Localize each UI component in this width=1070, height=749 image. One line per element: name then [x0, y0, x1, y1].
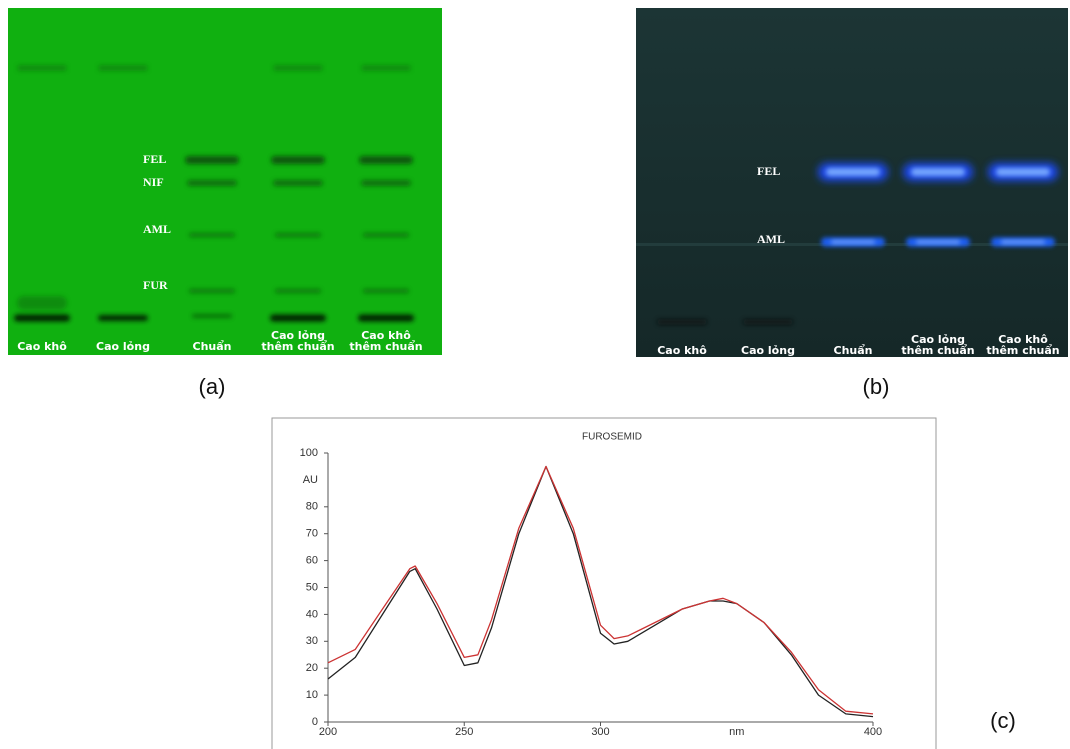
spot: [359, 156, 413, 164]
chart-frame: [271, 417, 937, 749]
band-label: AML: [143, 222, 171, 236]
spot: [270, 314, 326, 322]
spot: [273, 65, 323, 71]
spot: [14, 314, 70, 322]
lane-label: Cao khô: [998, 333, 1048, 346]
spot: [657, 319, 707, 325]
lane-label: Cao khô: [17, 340, 67, 353]
y-tick-label: 40: [306, 608, 318, 620]
spot: [17, 65, 67, 71]
y-tick-label: 60: [306, 555, 318, 567]
spot: [98, 65, 148, 71]
plate-b: [636, 8, 1068, 357]
lane-label: thêm chuẩn: [349, 340, 422, 353]
lane-label: Chuẩn: [193, 340, 232, 353]
spot: [743, 319, 793, 325]
spot: [189, 289, 235, 293]
x-axis-label: nm: [729, 726, 744, 738]
spot: [361, 180, 411, 186]
spot: [273, 180, 323, 186]
x-tick-label: 400: [864, 726, 882, 738]
spot: [271, 156, 325, 164]
lane-label: Chuẩn: [834, 344, 873, 357]
lane-label: Cao lỏng: [96, 340, 150, 353]
lane-label: Cao lỏng: [741, 344, 795, 357]
panel-label: (b): [863, 374, 890, 399]
spot: [189, 233, 235, 237]
x-tick-label: 200: [319, 726, 337, 738]
spot: [187, 180, 237, 186]
spot: [831, 240, 875, 244]
lane-label: Cao khô: [657, 344, 707, 357]
spot: [98, 315, 148, 321]
y-tick-label: 80: [306, 501, 318, 513]
lane-label: Cao lỏng: [911, 333, 965, 346]
band-label: FEL: [757, 164, 780, 178]
y-axis-label: AU: [303, 474, 318, 486]
spot: [185, 156, 239, 164]
y-tick-label: 100: [300, 447, 318, 459]
band-label: AML: [757, 232, 785, 246]
band-label: FEL: [143, 152, 166, 166]
spot: [358, 314, 414, 322]
spot: [192, 314, 232, 318]
lane-label: Cao khô: [361, 329, 411, 342]
spot: [363, 289, 409, 293]
spot: [826, 168, 880, 176]
spot: [996, 168, 1050, 176]
lane-label: thêm chuẩn: [901, 344, 974, 357]
spot: [911, 168, 965, 176]
x-tick-label: 300: [591, 726, 609, 738]
band-label: NIF: [143, 175, 164, 189]
band-label: FUR: [143, 278, 168, 292]
spot: [275, 233, 321, 237]
y-tick-label: 50: [306, 581, 318, 593]
lane-label: Cao lỏng: [271, 329, 325, 342]
spot: [916, 240, 960, 244]
y-tick-label: 30: [306, 635, 318, 647]
panel-label: (a): [199, 374, 226, 399]
y-tick-label: 10: [306, 689, 318, 701]
y-tick-label: 70: [306, 528, 318, 540]
spot: [1001, 240, 1045, 244]
y-tick-label: 0: [312, 716, 318, 728]
spot: [17, 296, 67, 310]
lane-label: thêm chuẩn: [986, 344, 1059, 357]
spot: [275, 289, 321, 293]
x-tick-label: 250: [455, 726, 473, 738]
spot: [361, 65, 411, 71]
spot: [363, 233, 409, 237]
panel-label: (c): [990, 708, 1016, 733]
spectrum-line: [327, 465, 874, 715]
chart-title: FUROSEMID: [582, 432, 642, 443]
lane-label: thêm chuẩn: [261, 340, 334, 353]
y-tick-label: 20: [306, 662, 318, 674]
